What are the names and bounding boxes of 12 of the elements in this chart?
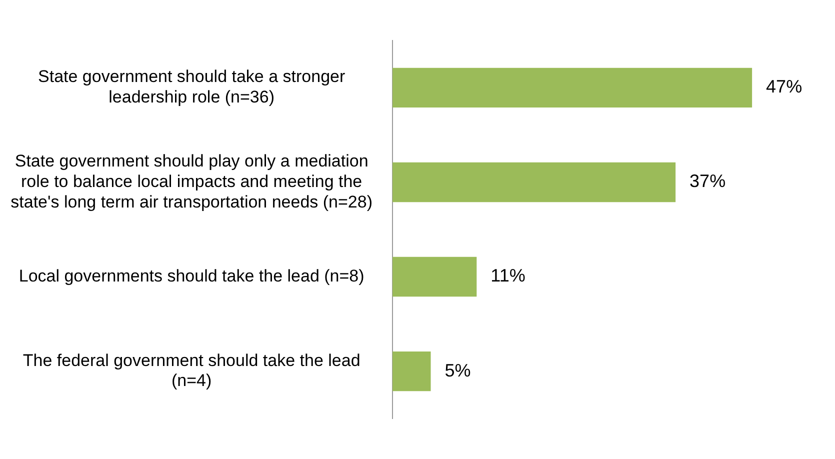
bar	[392, 68, 752, 108]
data-label: 37%	[690, 171, 726, 192]
bar	[392, 351, 431, 392]
y-tick-label: State government should take a stronger leadership role (n=36)	[38, 67, 346, 107]
y-tick-label: Local governments should take the lead (n=8)	[18, 266, 364, 286]
data-label: 47%	[766, 76, 802, 97]
data-label: 5%	[444, 360, 471, 380]
bar	[392, 162, 676, 202]
y-tick-label: The federal government should take the lead (n=4)	[22, 350, 360, 390]
y-tick-label: State government should play only a mediation role to balance local impacts and meeting the state's long term air transportation needs (n=28)	[10, 152, 372, 212]
bar	[392, 256, 477, 297]
data-label: 11%	[490, 266, 526, 286]
